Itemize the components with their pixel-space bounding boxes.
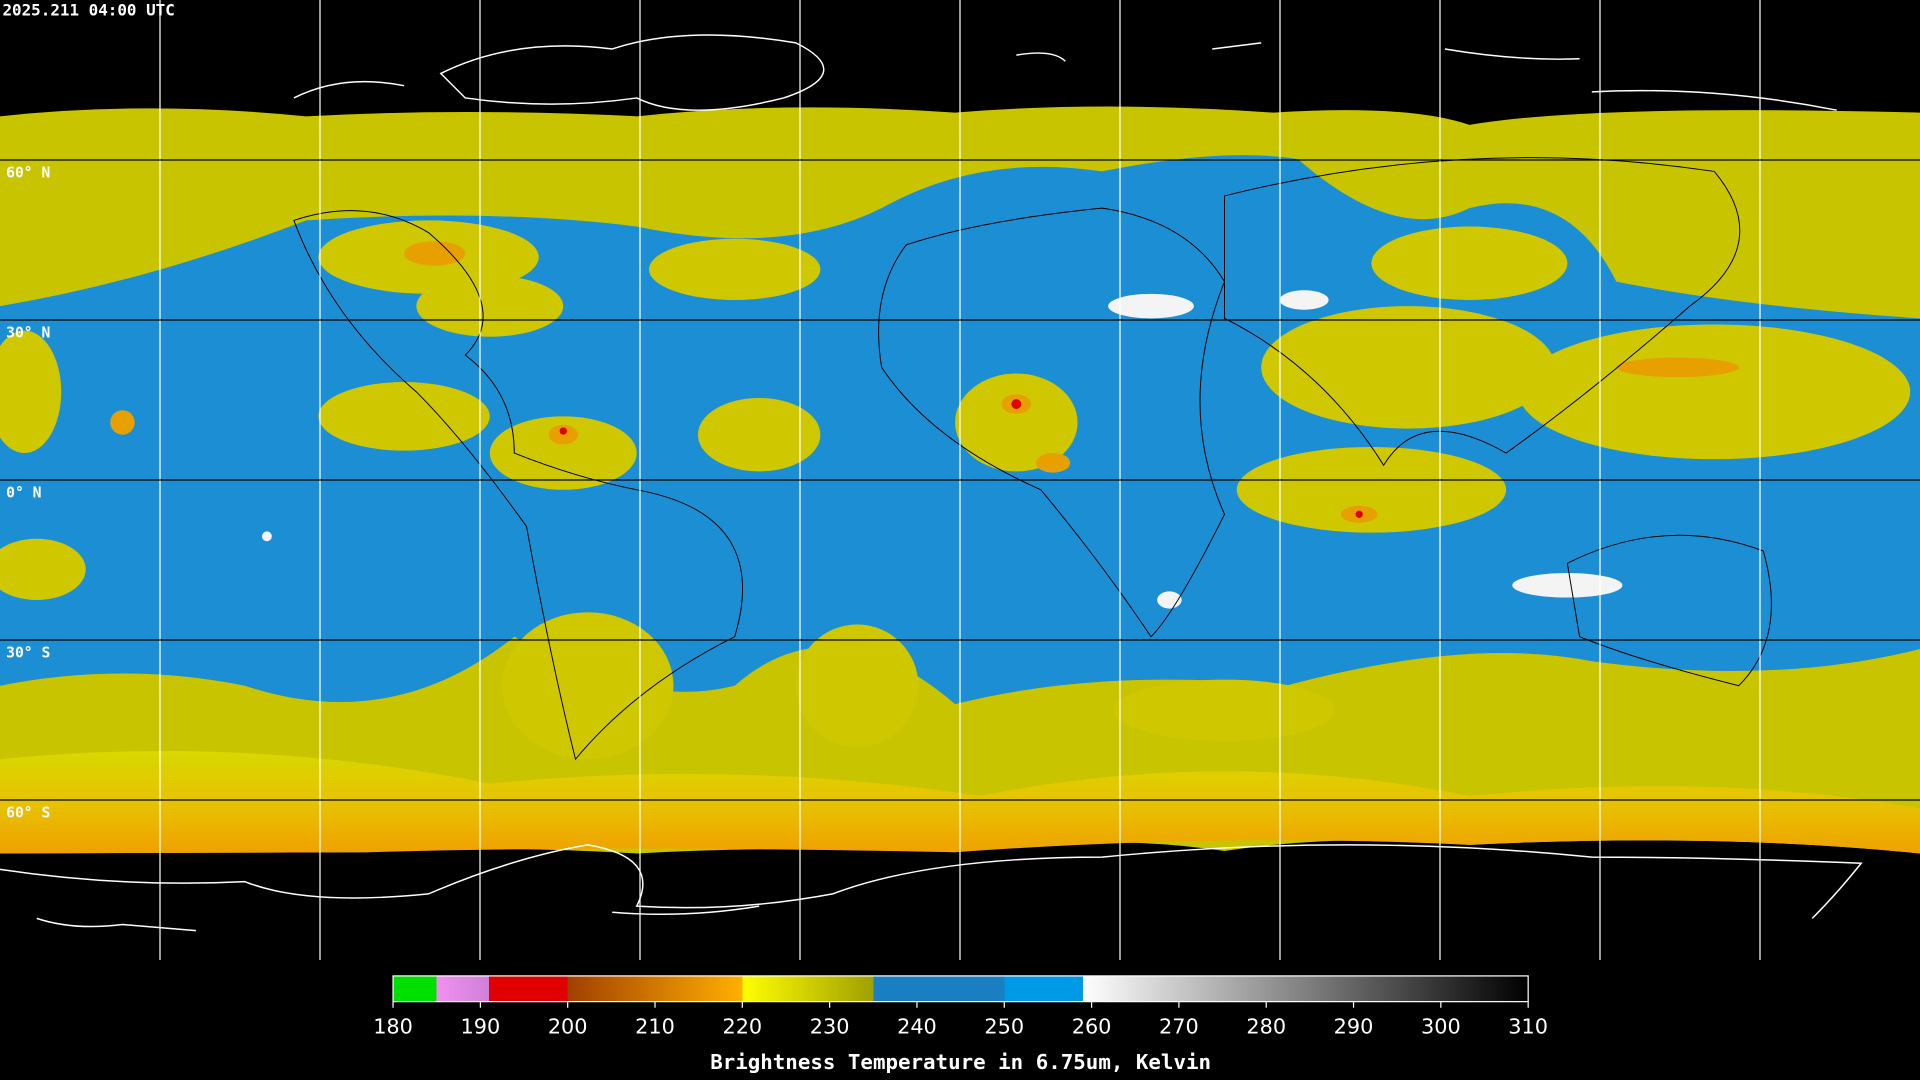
colorbar-tick-label: 300 (1421, 1014, 1461, 1038)
colorbar-tick-label: 230 (810, 1014, 850, 1038)
colorbar-tick-label: 290 (1334, 1014, 1374, 1038)
latitude-label: 0° N (6, 484, 41, 501)
latitude-lines: 60° N 30° N 0° N 30° S 60° S (0, 159, 1920, 821)
latitude-label: 60° S (6, 804, 50, 821)
cloud-clusters (0, 220, 1911, 760)
latitude-label: 60° N (6, 164, 50, 181)
colorbar-tick-label: 240 (897, 1014, 937, 1038)
colorbar-tick-label: 210 (635, 1014, 675, 1038)
colorbar-tick-label: 280 (1246, 1014, 1286, 1038)
coastlines (293, 157, 1772, 761)
colorbar-tick-label: 250 (984, 1014, 1024, 1038)
latitude-label: 30° N (6, 324, 50, 341)
latitude-label: 30° S (6, 644, 50, 661)
imagery: 60° N 30° N 0° N 30° S 60° S (0, 0, 1920, 960)
cold-tops (110, 241, 1739, 523)
colorbar-title: Brightness Temperature in 6.75um, Kelvin (710, 1050, 1211, 1074)
warm-dry-spots (262, 290, 1623, 609)
colorbar: 180 190 200 210 220 230 240 250 260 270 280 290 300 3… (373, 975, 1548, 1074)
coastlines-polar (0, 34, 1863, 932)
colorbar-tick-label: 200 (548, 1014, 588, 1038)
colorbar-tick-label: 270 (1159, 1014, 1199, 1038)
coldest-tops (559, 399, 1363, 518)
colorbar-tick-label: 180 (373, 1014, 413, 1038)
colorbar-tick-label: 260 (1072, 1014, 1112, 1038)
colorbar-tick-label: 190 (461, 1014, 501, 1038)
timestamp: 2025.211 04:00 UTC (2, 1, 174, 20)
colorbar-tick-label: 310 (1508, 1014, 1548, 1038)
colorbar-tick-label: 220 (722, 1014, 762, 1038)
colorbar-scale (392, 975, 1529, 1003)
